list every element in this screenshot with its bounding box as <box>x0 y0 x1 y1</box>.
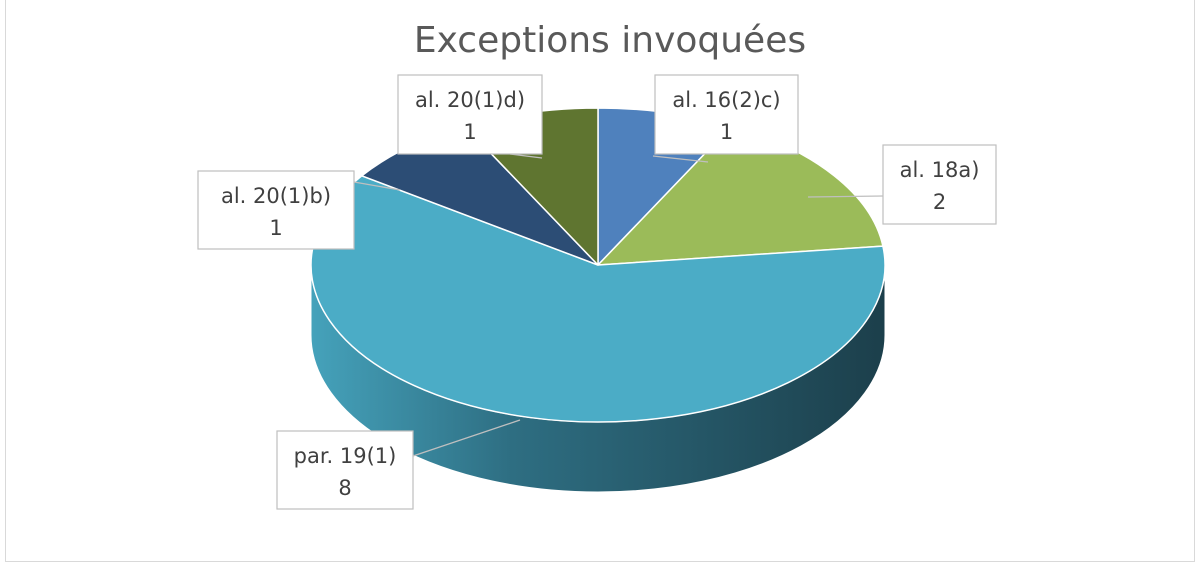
slice-label: al. 20(1)b) <box>221 184 331 208</box>
chart-title: Exceptions invoquées <box>414 20 806 61</box>
leader-line <box>509 153 543 159</box>
slice-value: 8 <box>338 476 351 500</box>
chart-frame <box>5 0 1195 562</box>
data-label-callout: par. 19(1) 8 <box>276 419 521 510</box>
leader-line <box>807 195 884 198</box>
slice-value: 1 <box>463 120 476 144</box>
data-label-callout: al. 18a) 2 <box>807 144 997 225</box>
callout-box <box>882 144 997 225</box>
leader-line <box>353 181 401 191</box>
slice-label: par. 19(1) <box>294 444 397 468</box>
data-label-callout: al. 20(1)d) 1 <box>397 74 543 159</box>
leader-line <box>412 419 521 457</box>
leader-line <box>652 155 709 163</box>
slice-value: 2 <box>933 190 946 214</box>
slice-label: al. 20(1)d) <box>415 88 525 112</box>
callout-box <box>276 430 414 510</box>
data-label-callout: al. 16(2)c) 1 <box>652 74 799 163</box>
pie-slice <box>310 175 886 423</box>
data-label-callout: al. 20(1)b) 1 <box>197 170 401 250</box>
slice-label: al. 18a) <box>900 158 980 182</box>
slice-label: al. 16(2)c) <box>672 88 780 112</box>
callout-box <box>654 74 799 155</box>
pie-slices <box>310 107 886 423</box>
callout-box <box>197 170 355 250</box>
data-labels: al. 16(2)c) 1 al. 18a) 2 par. 19(1) 8 al. 20(1… <box>197 74 997 510</box>
slice-value: 1 <box>269 216 282 240</box>
callout-box <box>397 74 543 155</box>
slice-value: 1 <box>720 120 733 144</box>
